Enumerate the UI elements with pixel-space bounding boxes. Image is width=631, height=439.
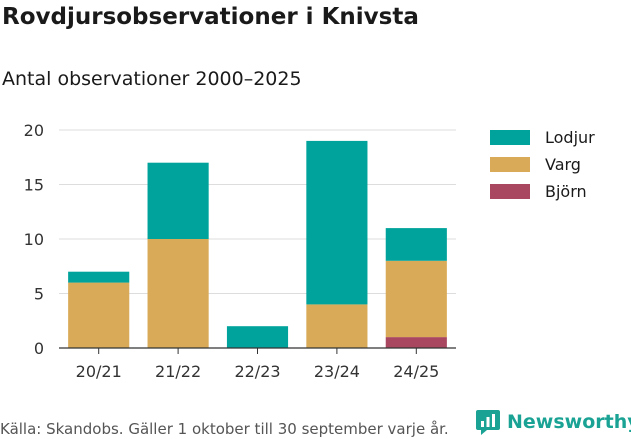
bar-segment [306,140,368,305]
chart-subtitle: Antal observationer 2000–2025 [2,68,302,90]
bar-segment [147,239,209,348]
x-tick-label: 22/23 [234,362,280,381]
y-tick-label: 10 [24,230,44,249]
bar-segment [147,162,209,239]
bar-segment [68,271,130,283]
bar-segment [306,304,368,348]
bar-segment [385,260,447,338]
bar-segment [385,228,447,261]
x-tick-label: 23/24 [314,362,360,381]
bar-segment [68,282,130,348]
legend-swatch [490,130,530,145]
y-tick-label: 20 [24,121,44,140]
legend-swatch [490,157,530,172]
legend-swatch [490,184,530,199]
legend-label: Varg [545,155,581,174]
bar-segment [385,337,447,348]
newsworthy-logo-icon [476,410,500,435]
brand-logo: Newsworthy [475,408,631,436]
bar-segment [226,326,289,348]
y-tick-label: 5 [34,285,44,304]
x-tick-label: 20/21 [76,362,122,381]
legend-label: Björn [545,182,587,201]
y-tick-label: 0 [34,339,44,358]
chart-title: Rovdjursobservationer i Knivsta [2,4,419,30]
brand-name: Newsworthy [507,411,631,433]
x-tick-label: 21/22 [155,362,201,381]
legend-label: Lodjur [545,128,595,147]
source-footnote: Källa: Skandobs. Gäller 1 oktober till 3… [0,420,449,438]
y-tick-label: 15 [24,176,44,195]
x-tick-label: 24/25 [393,362,439,381]
